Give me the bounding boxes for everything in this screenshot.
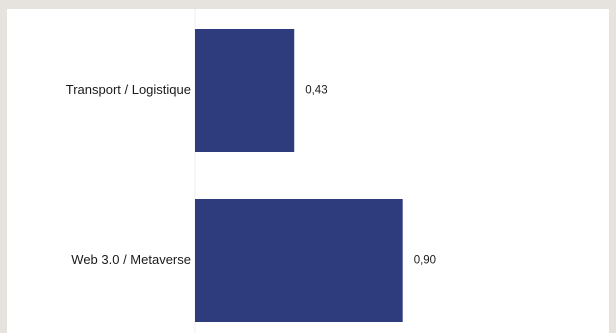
bar-1 xyxy=(195,29,295,152)
value-label-1: 0,43 xyxy=(305,85,327,97)
category-label-2: Web 3.0 / Metaverse xyxy=(71,252,191,267)
value-label-2: 0,90 xyxy=(414,255,436,267)
chart-panel: Transport / Logistique 0,43 Web 3.0 / Meta… xyxy=(7,9,609,333)
bar-chart: Transport / Logistique 0,43 Web 3.0 / Meta… xyxy=(66,9,436,333)
bar-2 xyxy=(195,199,403,322)
category-label-1: Transport / Logistique xyxy=(66,82,191,97)
